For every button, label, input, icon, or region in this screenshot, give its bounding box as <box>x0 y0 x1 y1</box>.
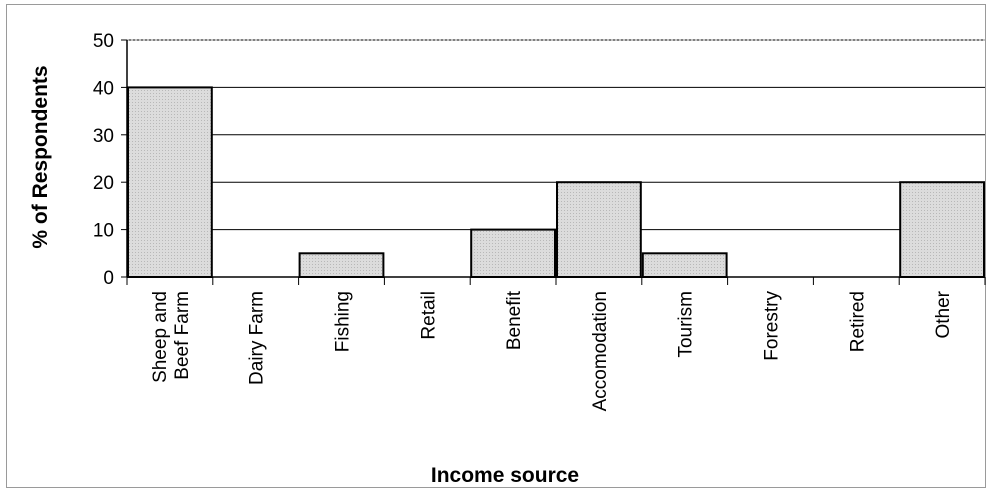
axes <box>121 39 986 285</box>
x-axis-title: Income source <box>431 464 579 487</box>
x-category-label: Retail <box>418 291 439 340</box>
y-tick-labels: 0 10 20 30 40 50 <box>93 31 114 289</box>
y-axis-title: % of Respondents <box>29 65 52 248</box>
x-category-label: Fishing <box>333 291 354 352</box>
y-tick-label: 30 <box>93 126 114 147</box>
bar-6 <box>641 252 728 279</box>
x-tick-labels: Sheep and Beef Farm Dairy Farm Fishing Retai… <box>150 290 954 411</box>
y-tick-label: 0 <box>103 268 114 289</box>
x-category-label: Beef Farm <box>172 291 193 380</box>
x-category-label: Accomodation <box>590 291 611 411</box>
y-tick-label: 40 <box>93 78 114 99</box>
x-category-label: Sheep and <box>150 291 171 383</box>
x-category-label: Dairy Farm <box>247 291 268 385</box>
bar-0 <box>127 86 213 279</box>
bar-9 <box>899 181 986 278</box>
y-tick-label: 10 <box>93 221 114 242</box>
x-category-label: Forestry <box>762 291 783 361</box>
x-category-label: Benefit <box>504 290 525 350</box>
bars <box>127 86 986 279</box>
bar-4 <box>470 228 557 279</box>
bar-2 <box>298 252 385 279</box>
y-tick-label: 20 <box>93 173 114 194</box>
x-category-label: Tourism <box>676 291 697 358</box>
y-tick-label: 50 <box>93 31 114 52</box>
x-category-label: Retired <box>847 291 868 352</box>
x-category-label: Other <box>933 290 954 338</box>
gridlines <box>127 39 985 231</box>
bar-5 <box>556 181 642 278</box>
